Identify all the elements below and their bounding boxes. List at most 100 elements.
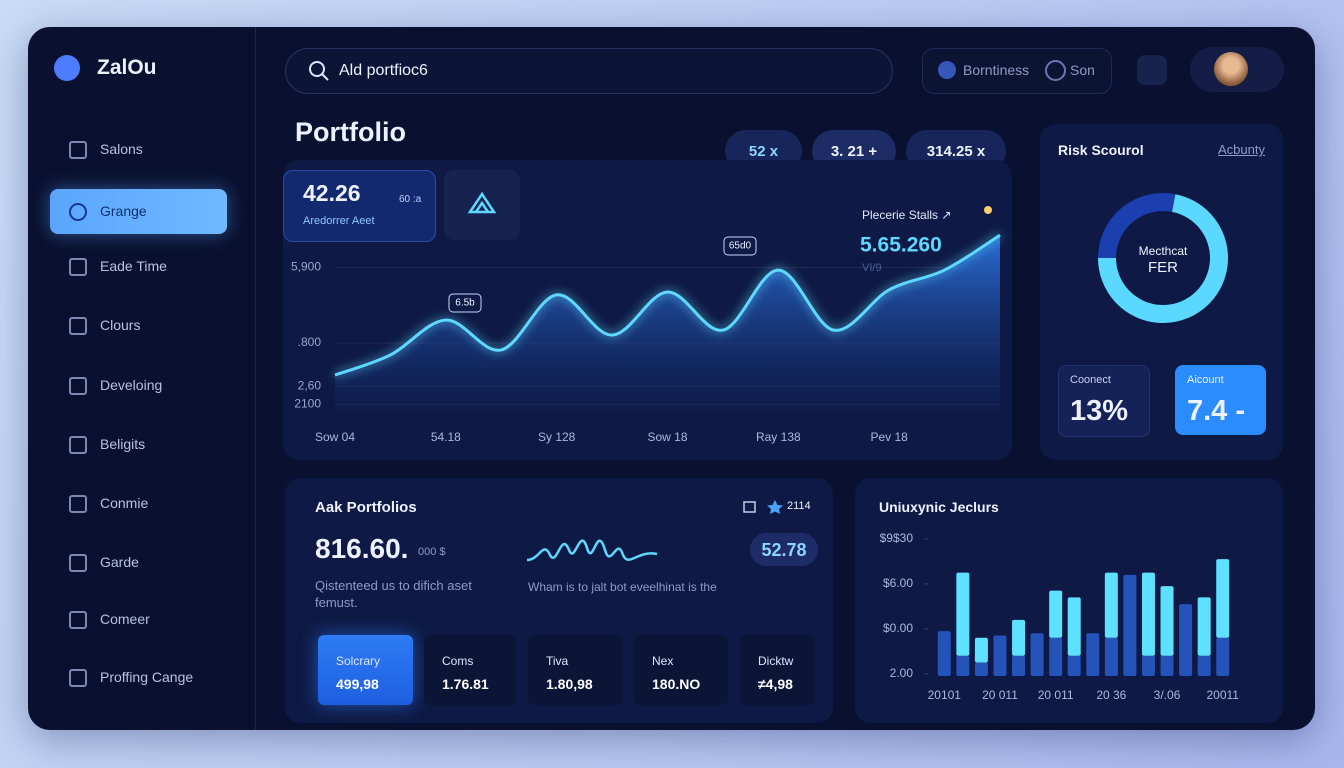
mini-card[interactable] — [634, 635, 728, 705]
bar — [1216, 559, 1230, 638]
nav-item[interactable]: Beligits — [100, 436, 146, 452]
x-tick-label: 20 36 — [1096, 688, 1126, 702]
ask-title: Aak Portfolios — [315, 499, 417, 516]
nav-icon — [69, 141, 87, 159]
header-link[interactable]: Borntiness — [963, 62, 1030, 78]
nav-item[interactable]: Grange — [100, 203, 147, 219]
sidebar — [28, 27, 256, 730]
nav-item[interactable]: Garde — [100, 554, 139, 570]
bar — [1086, 633, 1100, 676]
y-tick-label: 2100 — [294, 396, 321, 410]
chip-text: 3. 21 + — [830, 143, 878, 160]
icon-button[interactable] — [1137, 55, 1167, 85]
rating-icons — [743, 500, 783, 514]
bar — [1012, 619, 1026, 656]
nav-icon — [69, 258, 87, 276]
metric-value: 13% — [1070, 395, 1129, 427]
bar — [1104, 572, 1118, 638]
bar — [1197, 597, 1211, 656]
x-tick-label: 20101 — [928, 688, 962, 702]
bar — [1160, 655, 1174, 676]
risk-link[interactable]: Acbunty — [1218, 142, 1265, 157]
bar — [993, 635, 1007, 676]
nav-item[interactable]: Eade Time — [100, 258, 167, 274]
mini-card[interactable] — [528, 635, 623, 705]
y-tick-label: $6.00 — [883, 576, 913, 590]
mini-card-label: Solcrary — [336, 654, 381, 668]
bar — [1104, 637, 1118, 676]
mini-card-value: 499,98 — [336, 676, 379, 692]
card-icon — [467, 191, 497, 214]
donut-label: Mecthcat — [1138, 244, 1188, 258]
search-text: Ald portfioc6 — [339, 62, 428, 79]
metric-card — [1058, 365, 1150, 437]
donut-label: FER — [1148, 259, 1178, 276]
y-tick-label: 5,900 — [291, 260, 321, 274]
nav-item[interactable]: Proffing Cange — [100, 669, 194, 685]
nav-icon — [69, 611, 87, 629]
brand-logo — [54, 55, 80, 81]
bar — [1160, 586, 1174, 656]
header-link[interactable]: Son — [1070, 62, 1095, 78]
bar — [974, 637, 988, 663]
ask-unit: 000 $ — [418, 546, 446, 558]
bar — [1049, 637, 1063, 676]
search-bar[interactable] — [285, 48, 893, 94]
bars-title: Uniuxynic Jeclurs — [879, 499, 999, 515]
callout-value: 5.65.260 — [860, 234, 942, 257]
bar — [1141, 572, 1155, 656]
annotation-box — [448, 293, 482, 313]
nav-icon — [69, 669, 87, 687]
mini-card-value: ≠4,98 — [758, 676, 793, 692]
bar — [956, 655, 970, 676]
mini-card-label: Nex — [652, 654, 674, 668]
annotation: 6.5b — [455, 298, 475, 309]
mini-card[interactable] — [318, 635, 413, 705]
nav-item[interactable]: Conmie — [100, 495, 149, 511]
ask-value: 816.60. — [315, 533, 409, 564]
bar — [1049, 590, 1063, 638]
nav-icon — [69, 495, 87, 513]
nav-item[interactable]: Develoing — [100, 377, 163, 393]
bar — [937, 631, 951, 676]
nav-item[interactable]: Salons — [100, 141, 143, 157]
search-icon — [309, 61, 329, 81]
bar — [1030, 633, 1044, 676]
bar — [1123, 574, 1137, 676]
x-tick-label: Sow 04 — [315, 430, 355, 444]
callout-sub: VI/9 — [862, 262, 882, 274]
bar — [1067, 597, 1081, 656]
nav-item[interactable]: Comeer — [100, 611, 150, 627]
donut-segment — [1098, 193, 1176, 259]
x-tick-label: 20 011 — [1038, 688, 1074, 702]
link-icon — [938, 61, 956, 79]
bar — [1179, 604, 1193, 676]
badge-text: 52.78 — [761, 540, 807, 560]
chip-text: 314.25 x — [926, 143, 986, 160]
annotation-box — [723, 236, 757, 256]
x-tick-label: 54.18 — [431, 430, 461, 444]
bar — [1012, 655, 1026, 676]
wave-graphic — [526, 539, 658, 562]
brand-name: ZalOu — [97, 56, 157, 79]
bar — [1141, 655, 1155, 676]
stat-value: 42.26 — [303, 180, 361, 206]
y-tick-label: $0.00 — [883, 621, 913, 635]
link-icon — [1045, 60, 1066, 81]
y-tick-label: $9$30 — [880, 531, 914, 545]
page-title: Portfolio — [295, 117, 406, 147]
ask-description: Qistenteed us to difich aset femust. — [315, 578, 472, 610]
donut-segment — [1097, 194, 1228, 323]
y-tick-label: 2.00 — [890, 666, 914, 680]
nav-icon — [69, 377, 87, 395]
nav-item[interactable]: Clours — [100, 317, 141, 333]
mini-card[interactable] — [424, 635, 516, 705]
annotation: 65d0 — [729, 241, 752, 252]
x-tick-label: Sow 18 — [647, 430, 687, 444]
y-tick-label: .800 — [298, 335, 322, 349]
x-tick-label: Ray 138 — [756, 430, 801, 444]
rating: 2114 — [787, 500, 811, 512]
mini-card[interactable] — [740, 635, 815, 705]
mini-card-value: 1.80,98 — [546, 676, 593, 692]
